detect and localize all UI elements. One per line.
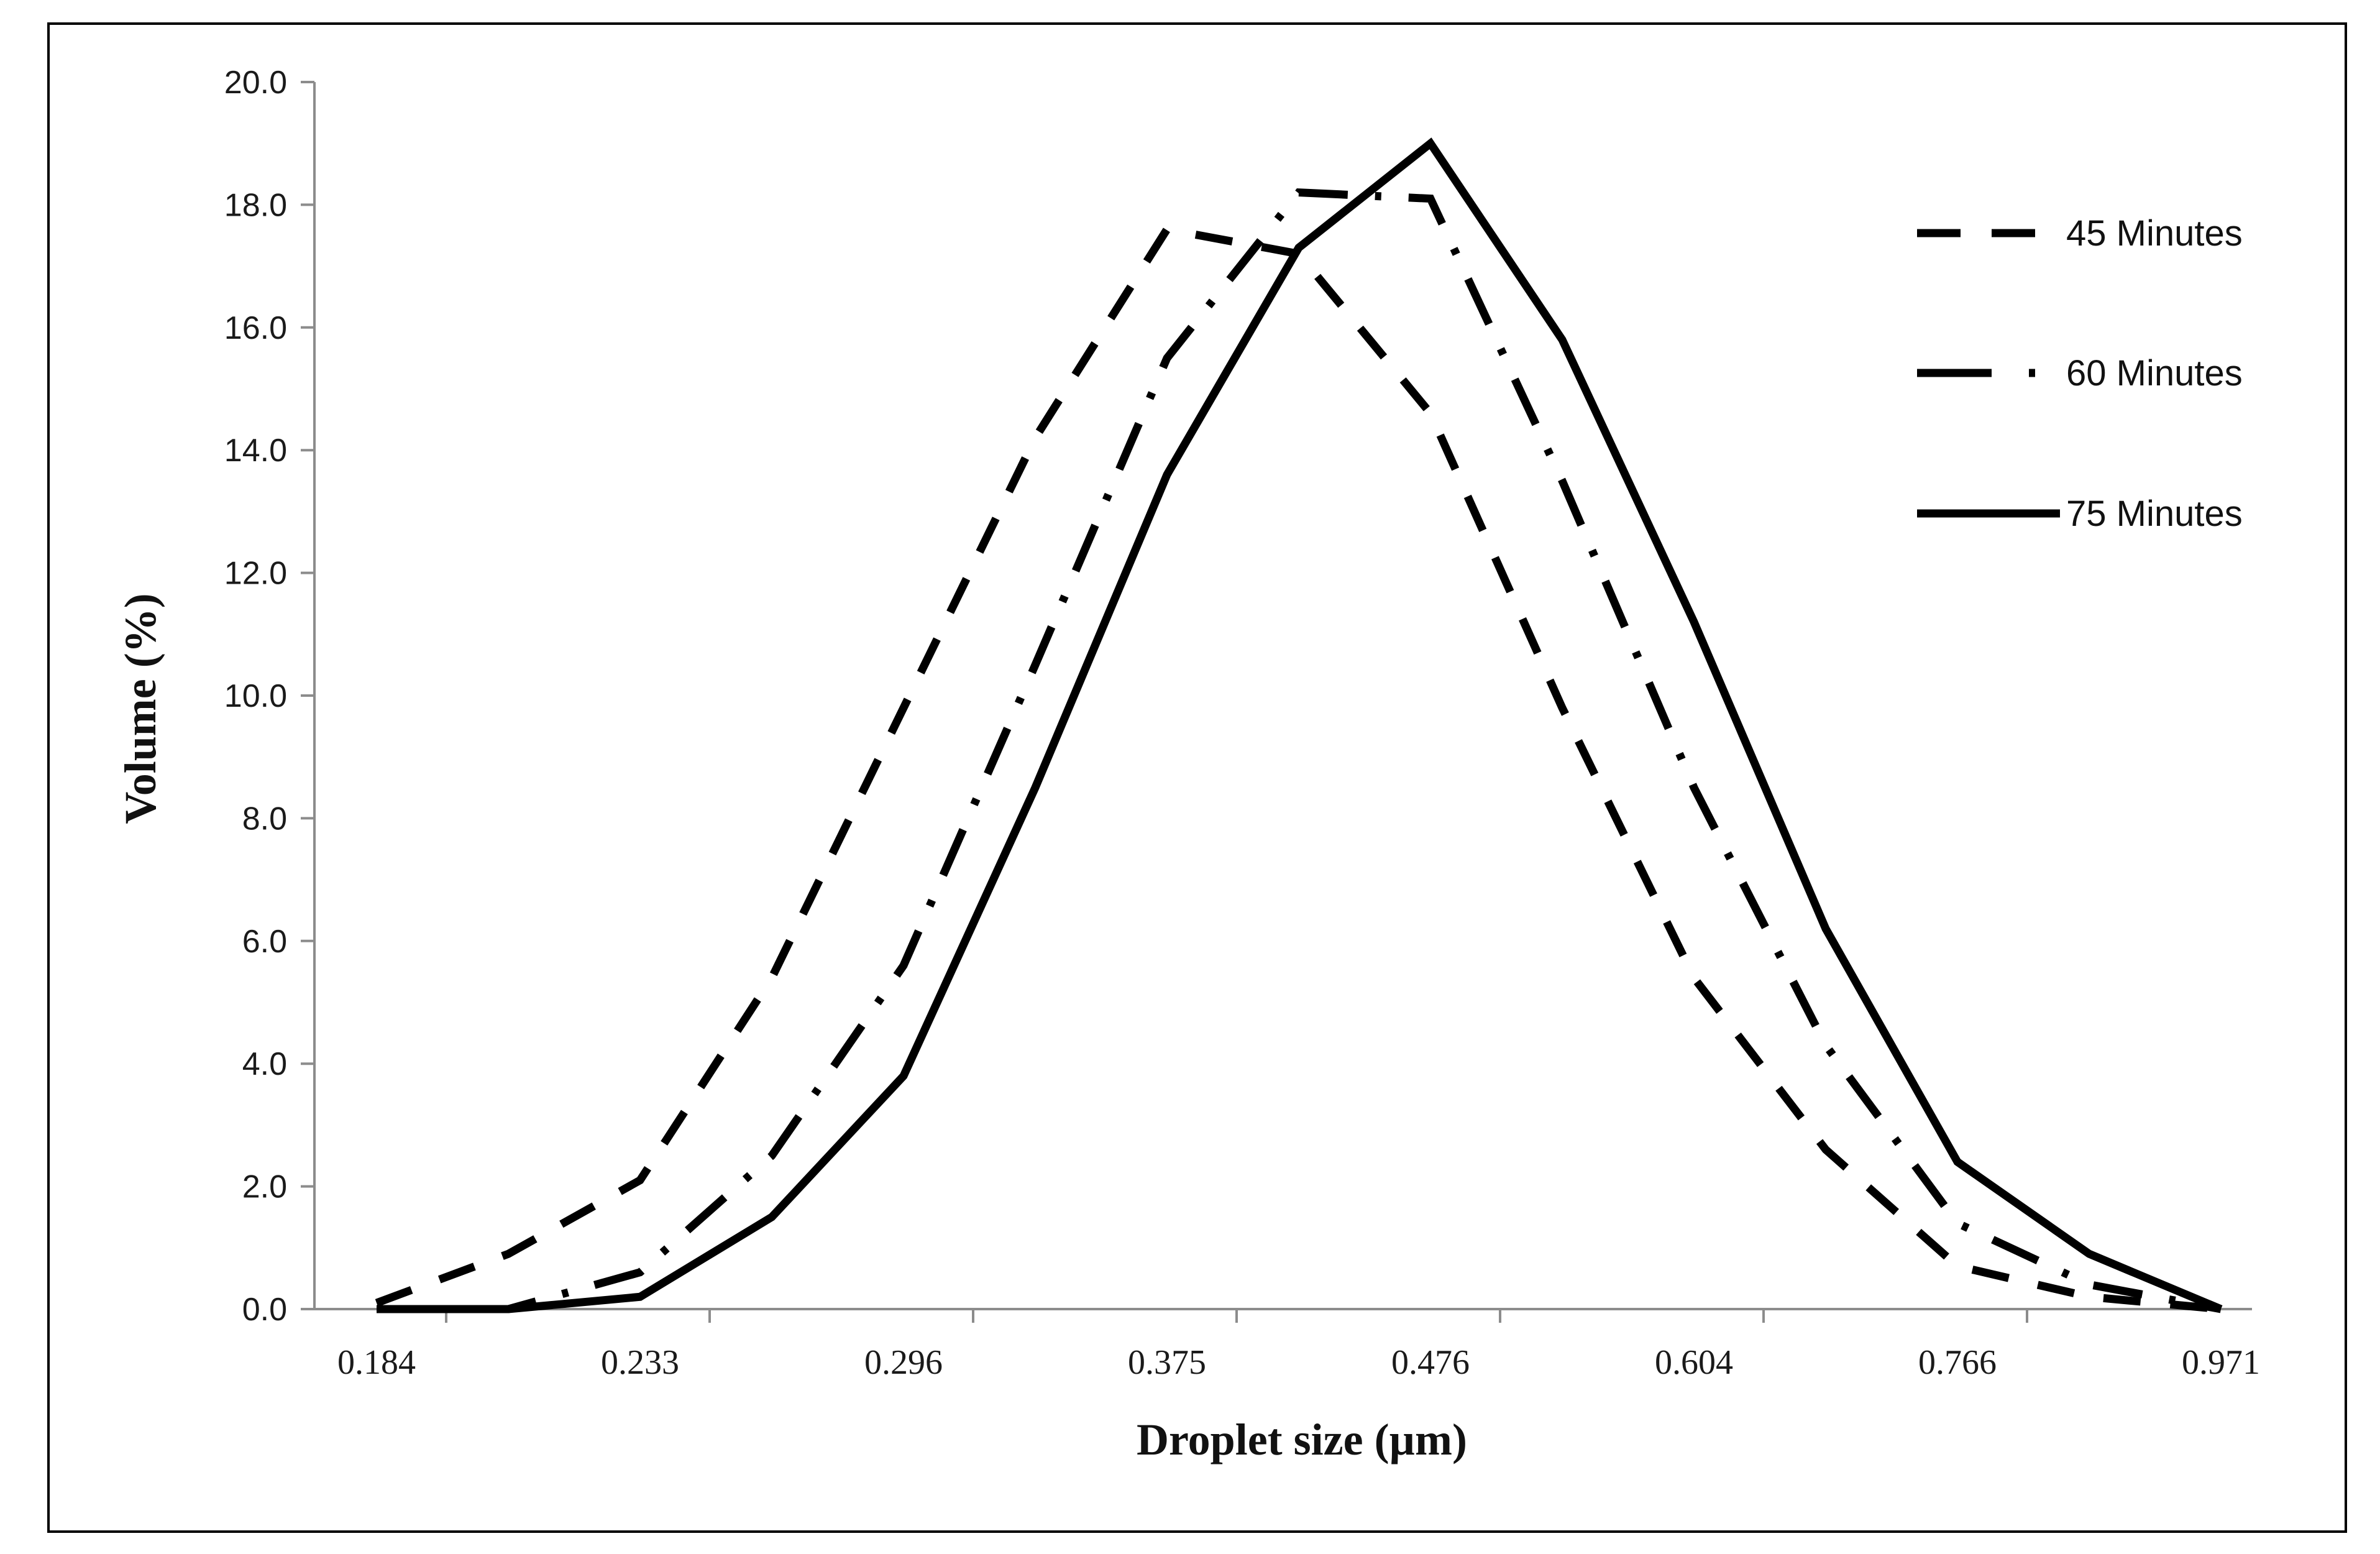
series-line-45-minutes <box>375 224 2222 1313</box>
x-tick-label: 0.184 <box>337 1343 416 1382</box>
x-tick-label: 0.604 <box>1655 1343 1733 1382</box>
series-lines <box>375 137 2223 1313</box>
legend: 45 Minutes 60 Minutes 75 Minutes <box>1917 213 2243 534</box>
y-ticks: 0.0 2.0 4.0 6.0 8.0 10.0 12.0 14.0 16.0 18.0 20.0 <box>224 65 314 1328</box>
x-ticks: 0.184 0.233 0.296 0.375 0.476 0.604 0.766 0.971 <box>337 1309 2260 1382</box>
y-axis-title: Volume (%) <box>116 593 165 824</box>
y-tick-label: 8.0 <box>242 801 287 837</box>
y-tick-label: 16.0 <box>224 310 287 346</box>
x-tick-label: 0.296 <box>864 1343 943 1382</box>
y-tick-label: 6.0 <box>242 924 287 960</box>
legend-label: 45 Minutes <box>2066 213 2243 254</box>
series-line-60-minutes <box>377 188 2222 1313</box>
x-tick-label: 0.971 <box>2182 1343 2260 1382</box>
y-tick-label: 10.0 <box>224 678 287 714</box>
y-tick-label: 4.0 <box>242 1046 287 1082</box>
y-tick-label: 0.0 <box>242 1292 287 1328</box>
y-tick-label: 14.0 <box>224 433 287 469</box>
legend-label: 60 Minutes <box>2066 353 2243 393</box>
x-tick-label: 0.233 <box>601 1343 679 1382</box>
legend-label: 75 Minutes <box>2066 494 2243 534</box>
x-tick-label: 0.766 <box>1918 1343 1997 1382</box>
series-line-75-minutes <box>377 137 2223 1313</box>
x-tick-label: 0.375 <box>1128 1343 1206 1382</box>
y-tick-label: 18.0 <box>224 187 287 223</box>
y-tick-label: 2.0 <box>242 1169 287 1205</box>
chart-frame <box>47 22 2347 1533</box>
x-tick-label: 0.476 <box>1391 1343 1470 1382</box>
x-axis-title: Droplet size (µm) <box>1137 1415 1467 1464</box>
y-tick-label: 20.0 <box>224 65 287 101</box>
y-tick-label: 12.0 <box>224 556 287 592</box>
